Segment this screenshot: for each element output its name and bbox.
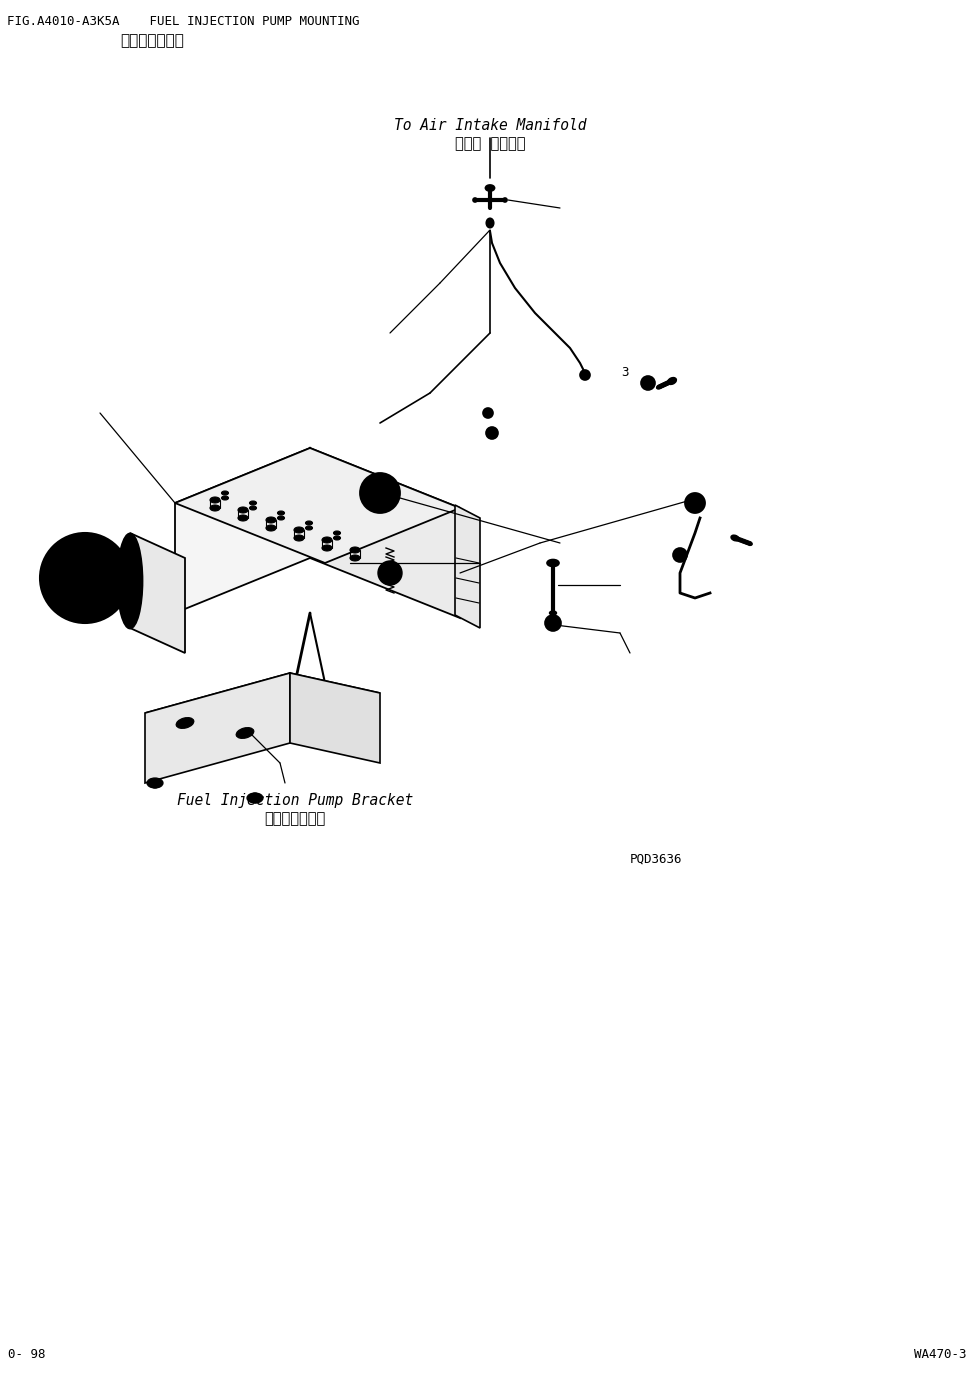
Ellipse shape — [306, 526, 313, 530]
Polygon shape — [175, 448, 310, 612]
Circle shape — [40, 533, 130, 623]
Ellipse shape — [118, 534, 142, 629]
Text: FIG.A4010-A3K5A    FUEL INJECTION PUMP MOUNTING: FIG.A4010-A3K5A FUEL INJECTION PUMP MOUN… — [7, 15, 359, 27]
Ellipse shape — [266, 524, 276, 531]
Text: 3: 3 — [621, 367, 629, 379]
Circle shape — [378, 562, 402, 585]
Ellipse shape — [322, 537, 332, 542]
Ellipse shape — [221, 492, 229, 496]
Ellipse shape — [663, 382, 669, 386]
Ellipse shape — [665, 380, 671, 384]
Circle shape — [97, 603, 105, 611]
Circle shape — [64, 545, 72, 553]
Ellipse shape — [662, 382, 667, 387]
Ellipse shape — [350, 555, 360, 562]
Ellipse shape — [147, 778, 163, 788]
Circle shape — [483, 408, 493, 417]
Polygon shape — [310, 448, 460, 618]
Ellipse shape — [238, 515, 248, 520]
Polygon shape — [175, 448, 460, 563]
Polygon shape — [145, 673, 380, 733]
Polygon shape — [290, 673, 380, 763]
Polygon shape — [130, 533, 185, 654]
Ellipse shape — [322, 545, 332, 551]
Circle shape — [48, 574, 56, 582]
Ellipse shape — [121, 546, 139, 616]
Polygon shape — [455, 505, 480, 627]
Ellipse shape — [176, 718, 194, 728]
Text: 燃油喷射泵支架: 燃油喷射泵支架 — [264, 811, 325, 827]
Circle shape — [545, 615, 561, 632]
Ellipse shape — [485, 185, 495, 191]
Ellipse shape — [473, 198, 477, 202]
Ellipse shape — [549, 611, 556, 615]
Ellipse shape — [503, 198, 507, 202]
Polygon shape — [145, 673, 290, 783]
Ellipse shape — [731, 535, 739, 541]
Circle shape — [97, 545, 105, 553]
Ellipse shape — [210, 497, 220, 503]
Ellipse shape — [746, 541, 752, 545]
Ellipse shape — [350, 546, 360, 553]
Text: 燃油喷射泵基座: 燃油喷射泵基座 — [120, 33, 184, 48]
Circle shape — [673, 548, 687, 562]
Ellipse shape — [278, 511, 284, 515]
Ellipse shape — [238, 507, 248, 514]
Text: Fuel Injection Pump Bracket: Fuel Injection Pump Bracket — [177, 794, 413, 807]
Ellipse shape — [249, 507, 256, 509]
Circle shape — [641, 376, 655, 390]
Ellipse shape — [125, 560, 135, 601]
Circle shape — [360, 474, 400, 514]
Circle shape — [47, 540, 123, 616]
Ellipse shape — [486, 218, 494, 228]
Ellipse shape — [547, 560, 559, 567]
Ellipse shape — [669, 379, 675, 383]
Ellipse shape — [658, 384, 664, 389]
Ellipse shape — [743, 540, 749, 545]
Ellipse shape — [667, 379, 673, 384]
Ellipse shape — [210, 505, 220, 511]
Circle shape — [580, 369, 590, 380]
Ellipse shape — [732, 535, 738, 540]
Circle shape — [70, 563, 100, 593]
Circle shape — [64, 603, 72, 611]
Text: 至空气  进气歧管: 至空气 进气歧管 — [455, 136, 525, 151]
Ellipse shape — [294, 527, 304, 533]
Ellipse shape — [333, 535, 341, 540]
Ellipse shape — [266, 518, 276, 523]
Ellipse shape — [294, 535, 304, 541]
Ellipse shape — [237, 728, 254, 739]
Ellipse shape — [247, 794, 263, 803]
Ellipse shape — [656, 384, 662, 389]
Ellipse shape — [668, 378, 676, 384]
Text: WA470-3: WA470-3 — [914, 1348, 966, 1361]
Ellipse shape — [221, 496, 229, 500]
Circle shape — [114, 574, 122, 582]
Ellipse shape — [306, 520, 313, 524]
Ellipse shape — [741, 540, 746, 544]
Ellipse shape — [249, 501, 256, 505]
Ellipse shape — [660, 383, 666, 387]
Ellipse shape — [278, 516, 284, 520]
Circle shape — [685, 493, 705, 514]
Circle shape — [486, 427, 498, 439]
Text: To Air Intake Manifold: To Air Intake Manifold — [393, 118, 586, 133]
Circle shape — [57, 551, 113, 605]
Text: PQD3636: PQD3636 — [630, 853, 683, 866]
Ellipse shape — [738, 538, 744, 542]
Text: 0- 98: 0- 98 — [8, 1348, 46, 1361]
Ellipse shape — [735, 537, 741, 541]
Ellipse shape — [333, 531, 341, 535]
